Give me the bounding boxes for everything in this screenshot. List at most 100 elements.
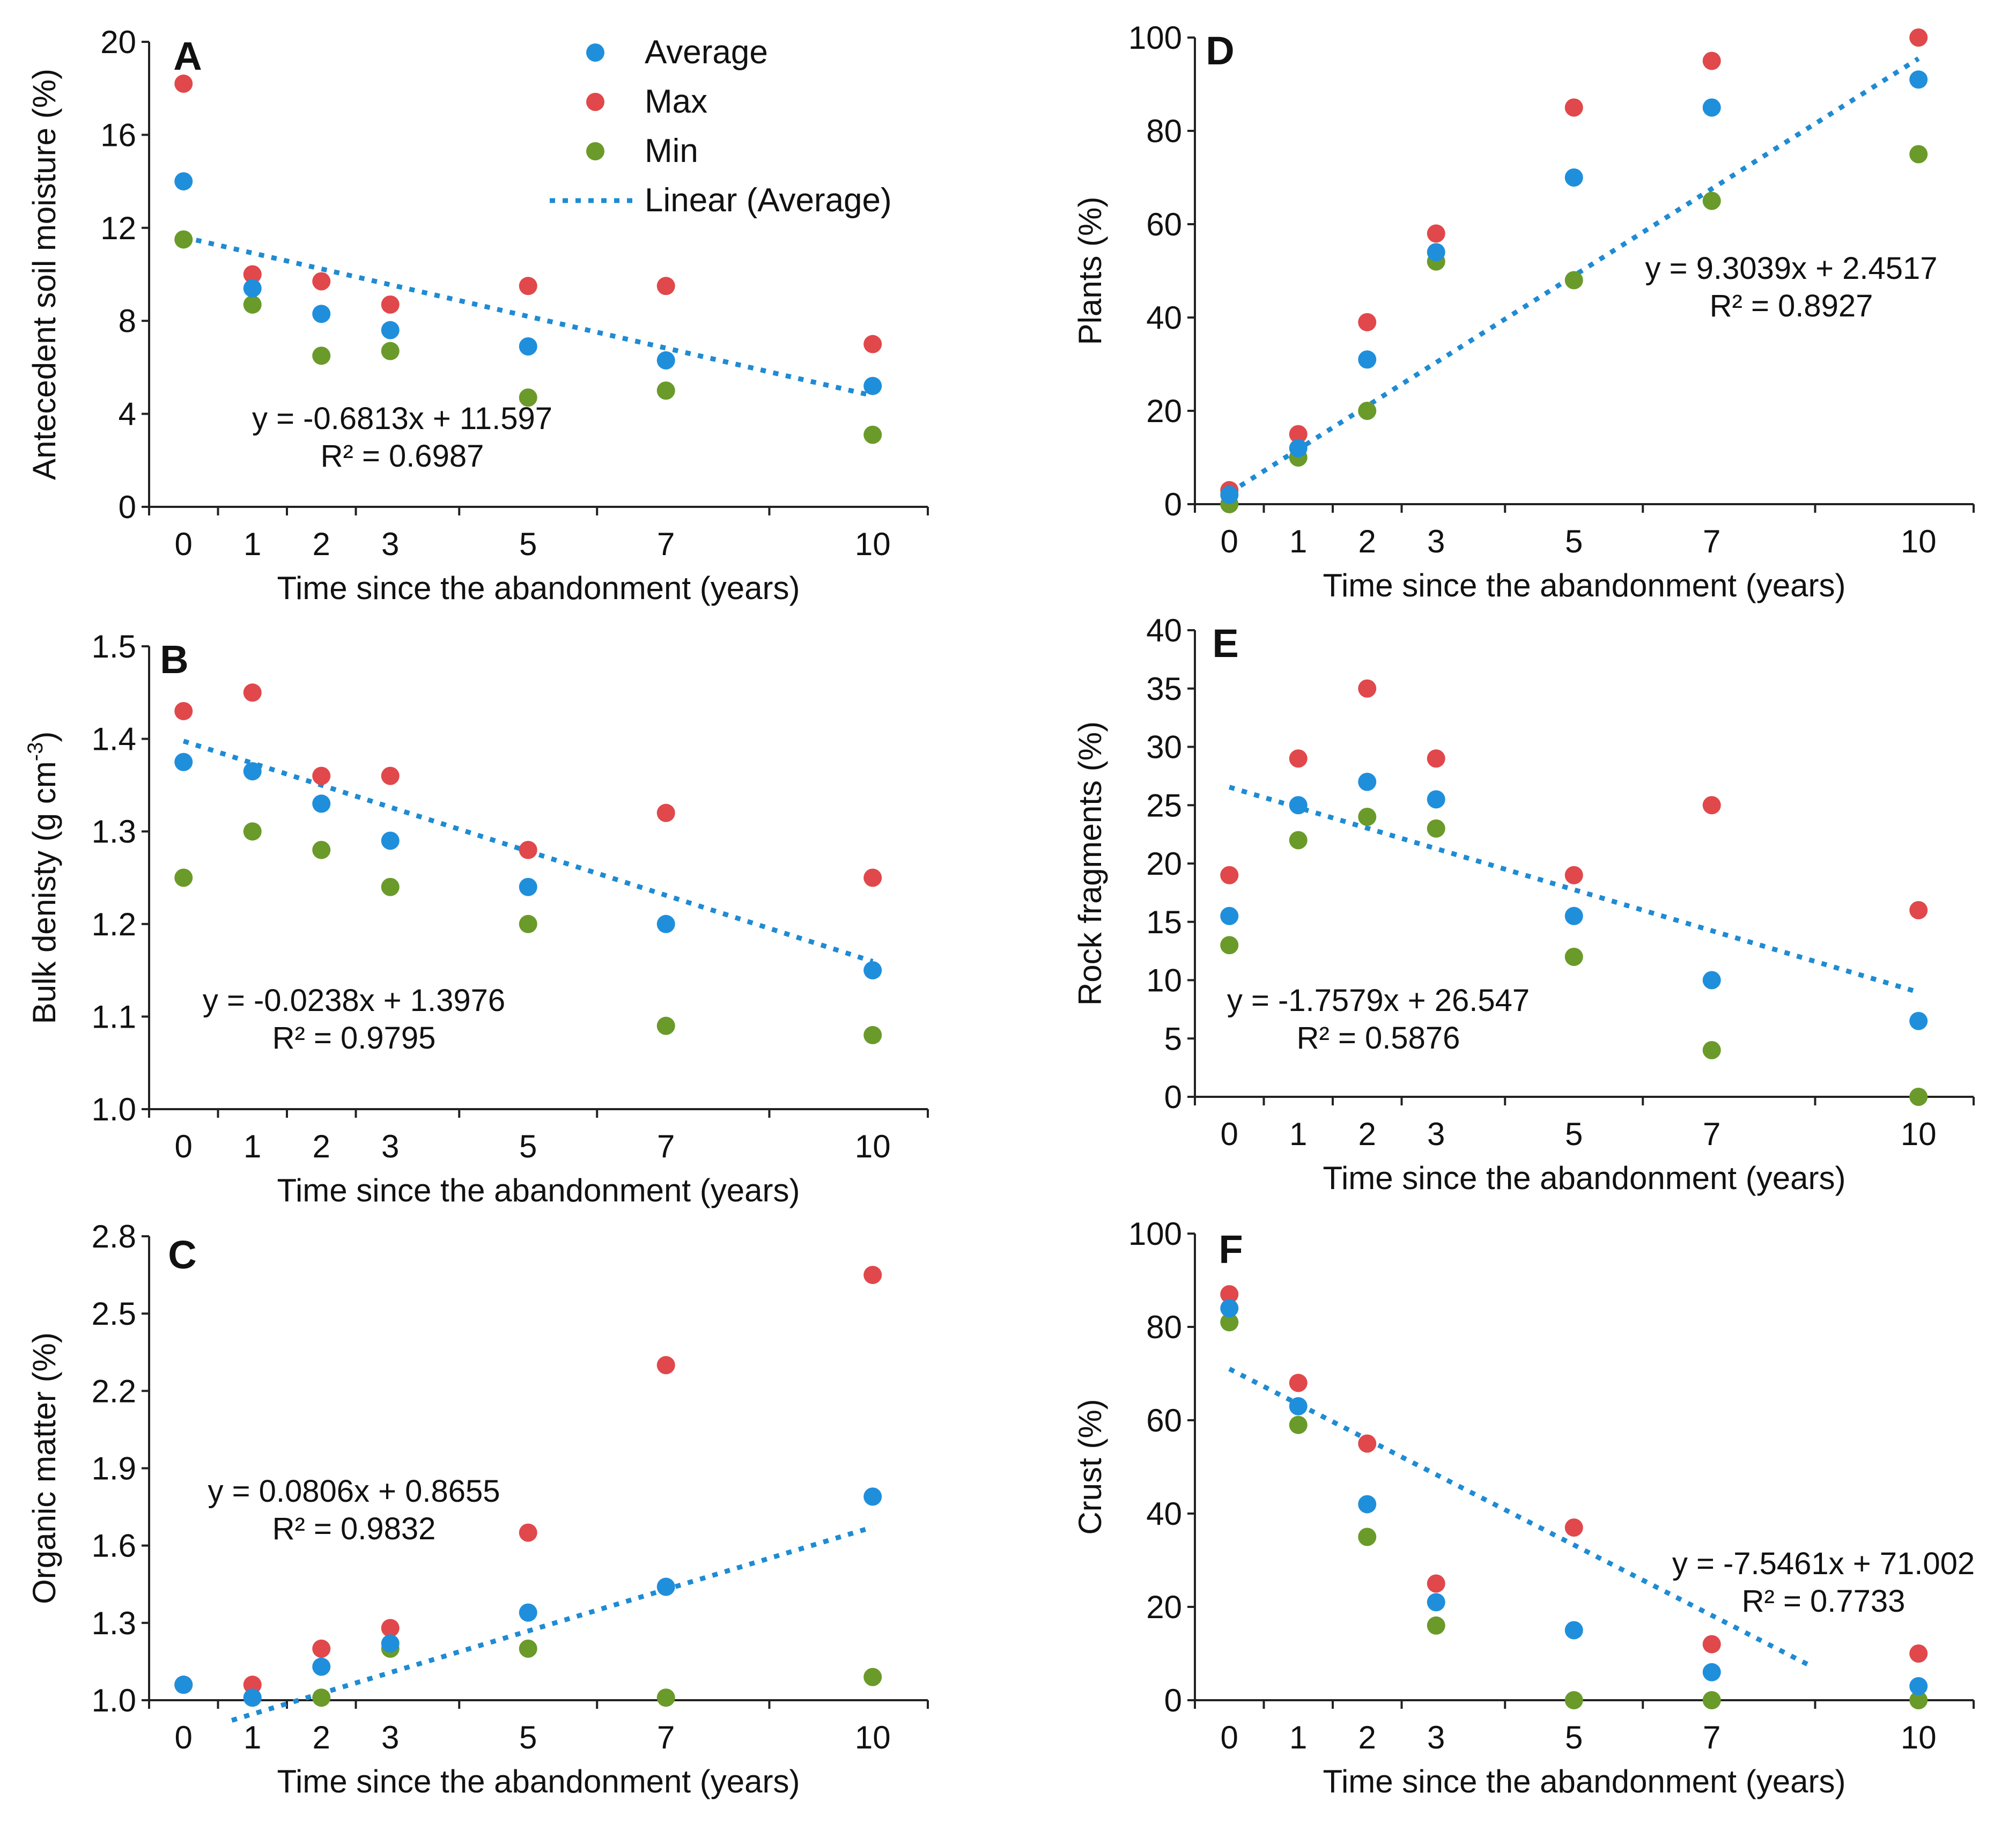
- x-tick-label: 5: [519, 526, 537, 562]
- data-point-min: [1358, 402, 1377, 420]
- data-point-min: [1909, 1088, 1928, 1106]
- x-tick-label: 2: [1358, 523, 1376, 559]
- data-point-min: [174, 230, 193, 249]
- data-point-max: [381, 295, 400, 314]
- data-point-average: [1220, 1299, 1239, 1318]
- r-squared-label: R² = 0.9832: [272, 1511, 436, 1546]
- x-tick-label: 3: [1427, 523, 1445, 559]
- data-point-max: [312, 272, 331, 291]
- y-axis-title-main: Bulk denisty (g cm: [26, 761, 62, 1024]
- data-point-min: [1427, 819, 1445, 838]
- x-tick-label: 0: [175, 1128, 193, 1164]
- data-point-max: [243, 1676, 262, 1694]
- data-point-min: [1564, 271, 1583, 290]
- data-point-max: [519, 277, 537, 296]
- x-tick-label: 2: [313, 1128, 330, 1164]
- x-axis-title: Time since the abandonment (years): [1323, 567, 1846, 603]
- data-point-min: [1358, 808, 1377, 826]
- x-tick-label: 3: [1427, 1116, 1445, 1152]
- data-point-max: [1220, 866, 1239, 884]
- x-tick-label: 3: [381, 1128, 399, 1164]
- x-tick-label: 7: [1703, 1720, 1720, 1755]
- data-point-max: [1564, 866, 1583, 884]
- x-tick-label: 7: [1703, 523, 1720, 559]
- data-point-average: [519, 877, 537, 896]
- data-point-min: [312, 840, 331, 859]
- x-tick-label: 7: [1703, 1116, 1720, 1152]
- data-point-average: [656, 351, 675, 370]
- data-point-average: [519, 337, 537, 356]
- data-point-average: [1909, 1012, 1928, 1030]
- panel-letter: C: [168, 1233, 196, 1277]
- x-tick-label: 1: [243, 1720, 261, 1755]
- x-tick-label: 5: [1565, 1116, 1583, 1152]
- x-tick-label: 5: [519, 1128, 537, 1164]
- x-tick-label: 10: [1901, 1720, 1937, 1755]
- y-tick-label: 1.2: [92, 906, 136, 942]
- y-tick-label: 1.9: [92, 1451, 136, 1487]
- legend-label: Max: [645, 83, 707, 120]
- data-point-average: [1289, 439, 1308, 458]
- x-tick-label: 7: [657, 1128, 675, 1164]
- x-tick-label: 3: [1427, 1720, 1445, 1755]
- data-point-average: [243, 762, 262, 781]
- x-tick-label: 5: [1565, 1720, 1583, 1755]
- y-tick-label: 2.8: [92, 1219, 136, 1255]
- y-tick-label: 40: [1146, 300, 1182, 336]
- data-point-average: [174, 1676, 193, 1694]
- data-point-max: [312, 766, 331, 785]
- legend: Average Max Min Linear (Average): [550, 34, 892, 219]
- data-point-average: [1702, 1663, 1721, 1681]
- y-tick-label: 30: [1146, 729, 1182, 765]
- data-point-average: [1289, 796, 1308, 815]
- y-tick-label: 80: [1146, 113, 1182, 149]
- data-point-max: [656, 1356, 675, 1375]
- y-tick-label: 4: [119, 396, 136, 432]
- y-tick-label: 16: [100, 117, 136, 153]
- y-tick-label: 20: [100, 24, 136, 60]
- y-tick-label: 1.1: [92, 999, 136, 1035]
- regression-equation: y = 9.3039x + 2.4517: [1645, 251, 1938, 286]
- legend-marker-average: [586, 43, 604, 62]
- x-axis-title: Time since the abandonment (years): [277, 570, 800, 606]
- x-tick-label: 0: [175, 526, 193, 562]
- data-point-average: [312, 1657, 331, 1676]
- data-point-average: [1564, 168, 1583, 187]
- data-point-min: [1564, 1691, 1583, 1709]
- data-point-max: [1220, 1285, 1239, 1304]
- data-point-max: [1358, 313, 1377, 331]
- y-axis-title: Crust (%): [1072, 1399, 1108, 1534]
- data-point-max: [1289, 749, 1308, 768]
- trend-line-average: [1228, 1367, 1810, 1667]
- x-axis-title: Time since the abandonment (years): [1323, 1160, 1846, 1196]
- panel-letter: B: [160, 637, 188, 682]
- y-tick-label: 20: [1146, 393, 1182, 429]
- legend-label: Average: [645, 34, 768, 71]
- data-point-average: [1909, 70, 1928, 89]
- data-point-max: [519, 1523, 537, 1542]
- x-tick-label: 3: [381, 1720, 399, 1755]
- legend-marker-max: [586, 93, 604, 111]
- regression-equation: y = -0.6813x + 11.597: [252, 401, 552, 436]
- data-point-max: [243, 683, 262, 702]
- data-point-average: [1564, 906, 1583, 925]
- data-point-max: [1427, 749, 1445, 768]
- y-tick-label: 1.3: [92, 1605, 136, 1641]
- y-axis-title: Organic matter (%): [26, 1332, 62, 1604]
- data-point-max: [1427, 224, 1445, 243]
- data-point-max: [1909, 28, 1928, 47]
- panel-f: 0 20 40 60 80 100 0 1 2 3 5 7 10 Time since the aband…: [1072, 1216, 1975, 1799]
- data-point-min: [1358, 1528, 1377, 1546]
- y-tick-label: 0: [1164, 486, 1182, 522]
- y-tick-label: 1.0: [92, 1091, 136, 1127]
- x-axis-title: Time since the abandonment (years): [1323, 1763, 1846, 1799]
- data-point-min: [312, 1688, 331, 1707]
- panel-b: 1.0 1.1 1.2 1.3 1.4 1.5 0 1 2 3 5 7 10 Time since the…: [24, 629, 929, 1208]
- x-tick-label: 1: [1289, 523, 1307, 559]
- data-point-average: [1427, 790, 1445, 809]
- r-squared-label: R² = 0.6987: [321, 439, 484, 474]
- y-tick-label: 2.5: [92, 1296, 136, 1332]
- x-tick-label: 1: [243, 1128, 261, 1164]
- y-axis-title: Bulk denisty (g cm-3): [24, 732, 62, 1024]
